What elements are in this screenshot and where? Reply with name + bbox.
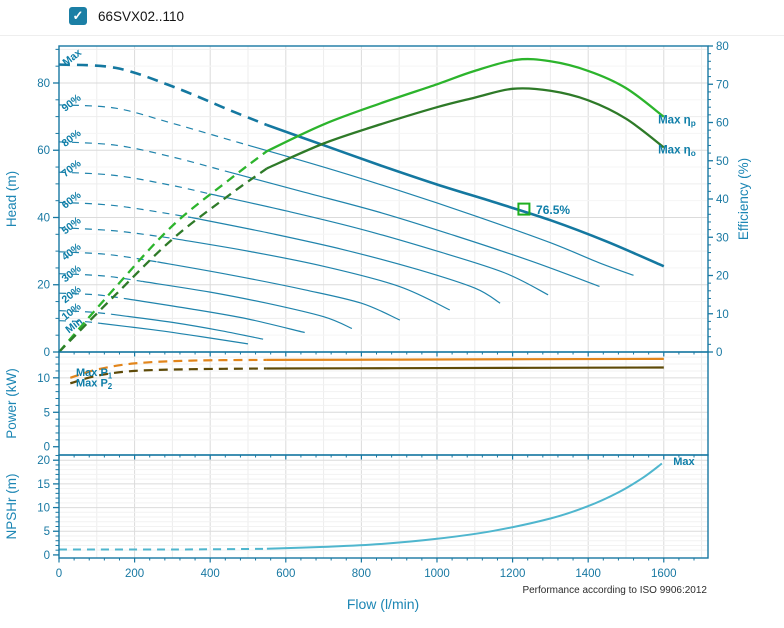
svg-text:0: 0 [44, 347, 50, 359]
svg-text:600: 600 [276, 568, 295, 580]
svg-text:0: 0 [44, 550, 50, 562]
header-row: ✓ 66SVX02..110 [69, 7, 184, 25]
series-head-min [58, 320, 249, 345]
svg-text:5: 5 [44, 526, 50, 538]
series-head-20 [58, 292, 305, 334]
npsh-axis-title: NPSHr (m) [4, 474, 19, 540]
pump-model-label: 66SVX02..110 [98, 8, 185, 24]
series-npshr-max [58, 462, 663, 551]
series-efficiency-max-np [58, 57, 665, 353]
series-head-70 [58, 171, 549, 296]
svg-text:60: 60 [37, 145, 50, 157]
head-axis-title: Head (m) [4, 171, 19, 227]
svg-text:10: 10 [37, 503, 50, 515]
svg-text:20: 20 [37, 280, 50, 292]
label-max-p1: Max P1 [76, 367, 113, 381]
curve-labels: Max90%80%70%60%50%40%30%20%10%Min76.5%Ma… [60, 47, 696, 612]
label-70-: 70% [60, 157, 84, 180]
svg-text:800: 800 [352, 568, 371, 580]
curves [58, 57, 665, 551]
series-head-30 [58, 273, 353, 330]
svg-text:60: 60 [716, 118, 729, 130]
label-max-p2: Max P2 [76, 377, 113, 391]
svg-text:200: 200 [125, 568, 144, 580]
svg-text:70: 70 [716, 79, 729, 91]
series-power-max-p1 [69, 357, 664, 379]
svg-text:40: 40 [716, 194, 729, 206]
label-max: Max [673, 456, 695, 468]
label-90-: 90% [60, 92, 84, 115]
svg-text:40: 40 [37, 212, 50, 224]
series-head-50 [58, 227, 451, 311]
series-head-40 [58, 251, 401, 321]
svg-text:15: 15 [37, 479, 50, 491]
label-max-p: Max ηp [658, 114, 696, 128]
svg-text:10: 10 [716, 309, 729, 321]
label-80-: 80% [60, 127, 84, 150]
label-60-: 60% [60, 189, 84, 212]
svg-text:1600: 1600 [651, 568, 677, 580]
svg-text:5: 5 [44, 407, 50, 419]
series-head-90 [58, 104, 634, 276]
series-head-80 [58, 141, 600, 287]
svg-text:0: 0 [716, 347, 722, 359]
svg-text:0: 0 [56, 568, 62, 580]
duty-point-marker[interactable] [517, 202, 531, 216]
series-head-60 [58, 201, 501, 304]
svg-text:80: 80 [716, 41, 729, 53]
header-divider [0, 35, 784, 36]
iso-standard-note: Performance according to ISO 9906:2012 [522, 585, 707, 596]
series-head-10 [58, 310, 264, 340]
label-76-5-: 76.5% [536, 203, 570, 217]
power-axis-title: Power (kW) [4, 368, 19, 439]
svg-text:0: 0 [44, 442, 50, 454]
efficiency-axis-title: Efficiency (%) [736, 158, 751, 240]
flow-axis-title: Flow (l/min) [347, 596, 419, 612]
series-efficiency-max-no [58, 87, 665, 353]
checkmark-icon: ✓ [72, 8, 84, 23]
svg-text:30: 30 [716, 232, 729, 244]
label-40-: 40% [60, 240, 84, 263]
label-20-: 20% [60, 283, 84, 306]
label-30-: 30% [60, 262, 84, 285]
svg-text:1200: 1200 [500, 568, 526, 580]
label-max-o: Max ηo [658, 144, 696, 158]
svg-text:50: 50 [716, 156, 729, 168]
series-power-max-p2 [69, 366, 664, 385]
svg-text:80: 80 [37, 78, 50, 90]
svg-text:20: 20 [37, 455, 50, 467]
svg-text:1000: 1000 [424, 568, 450, 580]
svg-text:10: 10 [37, 373, 50, 385]
model-checkbox[interactable]: ✓ [69, 7, 87, 25]
svg-text:400: 400 [201, 568, 220, 580]
svg-text:1400: 1400 [575, 568, 601, 580]
series-head-max [58, 63, 665, 268]
svg-text:20: 20 [716, 271, 729, 283]
